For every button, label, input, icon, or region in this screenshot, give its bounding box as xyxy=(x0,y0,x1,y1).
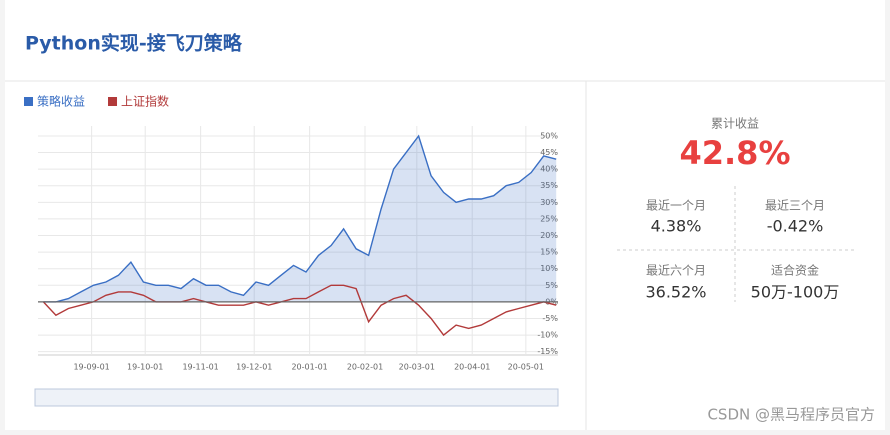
legend-swatch xyxy=(24,97,33,106)
y-tick-label: -15% xyxy=(537,347,558,356)
y-tick-label: 25% xyxy=(540,214,558,223)
stat-value: -0.42% xyxy=(767,217,824,236)
card xyxy=(5,0,885,430)
legend-label: 上证指数 xyxy=(121,94,169,109)
legend-swatch xyxy=(108,97,118,106)
y-tick-label: 30% xyxy=(540,198,558,207)
x-tick-label: 19-12-01 xyxy=(236,363,272,372)
legend-label: 策略收益 xyxy=(37,94,85,109)
x-tick-label: 19-10-01 xyxy=(127,363,163,372)
y-tick-label: -10% xyxy=(537,331,558,340)
watermark: CSDN @黑马程序员官方 xyxy=(707,406,875,424)
y-tick-label: -5% xyxy=(542,314,558,323)
stat-label: 最近一个月 xyxy=(646,199,706,213)
x-tick-label: 19-11-01 xyxy=(182,363,218,372)
stat-value: 50万-100万 xyxy=(751,283,840,302)
y-tick-label: 45% xyxy=(540,148,558,157)
y-tick-label: 35% xyxy=(540,181,558,190)
navigator xyxy=(34,388,559,407)
x-tick-label: 20-05-01 xyxy=(508,363,544,372)
y-tick-label: 15% xyxy=(540,248,558,257)
x-tick-label: 20-04-01 xyxy=(454,363,490,372)
stat-value: 4.38% xyxy=(651,217,702,236)
stat-label: 适合资金 xyxy=(771,263,819,278)
area xyxy=(43,136,557,302)
stat-label: 最近六个月 xyxy=(646,264,706,278)
y-tick-label: 50% xyxy=(540,131,558,140)
y-tick-label: 20% xyxy=(540,231,558,240)
x-tick-label: 20-03-01 xyxy=(399,363,435,372)
stat-value: 36.52% xyxy=(645,283,706,302)
line xyxy=(42,284,557,337)
y-tick-label: 10% xyxy=(540,264,558,273)
total-label: 累计收益 xyxy=(711,117,759,131)
line xyxy=(43,134,557,303)
y-tick-label: 40% xyxy=(540,165,558,174)
y-tick-label: 5% xyxy=(545,281,558,290)
x-tick-label: 20-02-01 xyxy=(347,363,383,372)
x-tick-label: 20-01-01 xyxy=(291,363,327,372)
x-tick-label: 19-09-01 xyxy=(73,363,109,372)
stat-label: 最近三个月 xyxy=(765,199,825,213)
page-title: Python实现-接飞刀策略 xyxy=(25,32,243,55)
total-value: 42.8% xyxy=(679,134,790,172)
